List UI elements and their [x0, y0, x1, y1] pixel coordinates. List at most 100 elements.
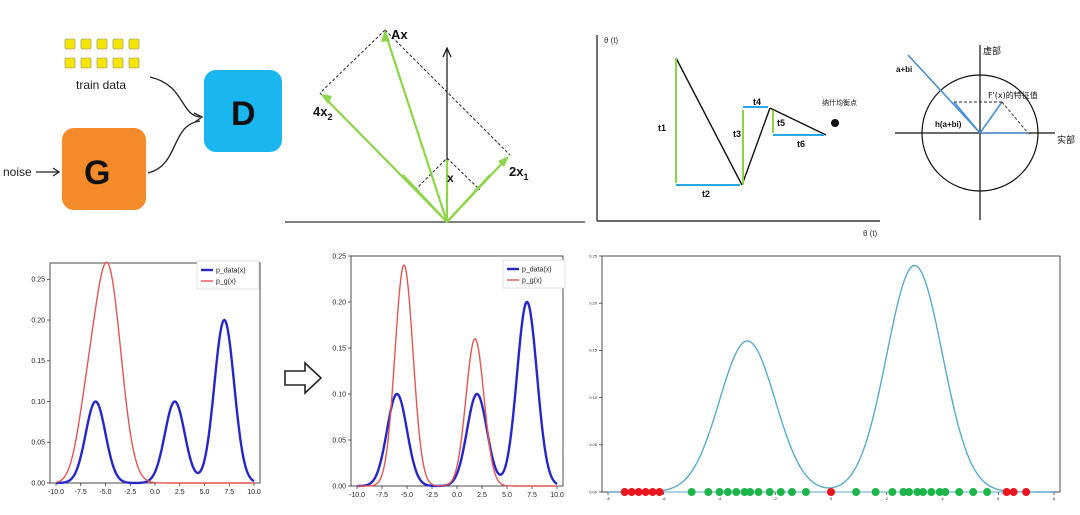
y-tick-label: 0.10 [31, 399, 45, 406]
legend: p_data(x) p_g(x) [196, 260, 260, 290]
green-point [801, 488, 810, 496]
real-axis-label: 实部 [1057, 134, 1075, 146]
chart-middle-svg: -10.0 -7.5 -5.0 -2.5 0.0 2.5 5.0 7.5 10.0 0.00 0.0… [332, 253, 566, 499]
green-vectors [322, 31, 508, 223]
x-tick-label: 2.5 [477, 492, 487, 499]
green-point [687, 488, 696, 496]
red-point [827, 488, 835, 496]
t6-label: t6 [797, 139, 805, 149]
step-path-svg: θ (t) θ (t) t1 t2 t3 t4 t5 t6 纳什均衡点 [596, 35, 880, 238]
y-tick-label: 0.25 [589, 253, 598, 258]
g-to-d-arrow [147, 120, 201, 174]
y-tick-label: 0.15 [332, 345, 346, 352]
legend-label: p_g(x) [216, 279, 236, 286]
green-point [905, 488, 914, 496]
green-point [723, 488, 732, 496]
complex-plane-diagram: 虚部 实部 a+bi h(a+bi) F'(x)的特征值 [890, 30, 1080, 230]
red-point [1002, 488, 1011, 496]
black-path [675, 57, 827, 186]
legend-label: p_data(x) [216, 268, 246, 275]
x-tick-label: -10.0 [349, 492, 365, 499]
y-tick-label: 0.15 [31, 358, 45, 365]
x-tick-label: 2 [886, 496, 889, 501]
green-arrowheads [321, 30, 509, 167]
t4-label: t4 [753, 97, 761, 107]
y-tick-label: 0.10 [589, 395, 598, 400]
y-tick-label: 0.00 [31, 480, 45, 487]
fx-eigen-label: F'(x)的特征值 [988, 90, 1038, 100]
train-to-d-arrow [149, 76, 201, 118]
red-point [627, 488, 636, 496]
legend-label: p_g(x) [522, 278, 542, 285]
y-tick-label: 0.00 [589, 489, 598, 494]
y-tick-label: 0.25 [332, 253, 346, 260]
red-point [648, 488, 657, 496]
x-tick-label: 2.5 [175, 489, 185, 496]
a-bi-label: a+bi [896, 65, 912, 74]
four-x2-label: 4x2 [313, 104, 332, 122]
t5-label: t5 [777, 118, 785, 128]
x-tick-label: -7.5 [376, 492, 388, 499]
red-point [634, 488, 643, 496]
gan-diagram-svg: train data G D noise [3, 38, 282, 210]
red-point [655, 488, 664, 496]
green-point [715, 488, 724, 496]
series-line-p_g(x) [357, 264, 557, 487]
legend-box [196, 260, 260, 290]
green-point [746, 488, 755, 496]
legend-label: p_data(x) [522, 267, 552, 274]
x-tick-label: 10.0 [247, 489, 261, 496]
x-tick-label: -7.5 [75, 489, 87, 496]
red-point [1022, 488, 1031, 496]
series-line-p_g(x) [55, 261, 254, 484]
x-tick-label: 7.5 [224, 489, 234, 496]
transition-arrow-icon [284, 361, 323, 395]
x-tick-label: 0.0 [150, 489, 160, 496]
series-line-p_data(x) [356, 300, 558, 488]
ax-label: Ax [391, 27, 408, 42]
y-tick-label: 0.15 [589, 348, 598, 353]
x-tick-label: 7.5 [527, 492, 537, 499]
green-point [888, 488, 897, 496]
step-path-diagram: θ (t) θ (t) t1 t2 t3 t4 t5 t6 纳什均衡点 [590, 25, 890, 240]
green-point [941, 488, 950, 496]
vector-diagram: Ax x 4x2 2x1 [285, 20, 590, 230]
generator-box [62, 128, 146, 210]
x-tick-label: 6 [997, 496, 1000, 501]
dashed-guides [954, 101, 1029, 134]
legend-box [502, 259, 566, 289]
y-tick-label: 0.05 [31, 440, 45, 447]
theta-y-label: θ (t) [604, 36, 619, 45]
t2-label: t2 [702, 189, 710, 199]
green-point [871, 488, 880, 496]
legend: p_data(x) p_g(x) [502, 259, 566, 289]
complex-plane-svg: 虚部 实部 a+bi h(a+bi) F'(x)的特征值 [895, 45, 1075, 220]
imag-axis-label: 虚部 [983, 45, 1001, 57]
x-tick-label: -5.0 [401, 492, 413, 499]
h-abi-label: h(a+bi) [935, 120, 962, 129]
unit-circle [921, 74, 1039, 192]
x-tick-label: 5.0 [502, 492, 512, 499]
theta-x-label: θ (t) [863, 229, 878, 238]
equilibrium-point [831, 119, 839, 127]
chart-left: -10.0 -7.5 -5.0 -2.5 0.0 2.5 5.0 7.5 10.0 0.00 0.0… [22, 253, 262, 508]
green-point [927, 488, 936, 496]
series-line-density [608, 264, 1054, 493]
x-tick-label: 0.0 [452, 492, 462, 499]
green-point [918, 488, 927, 496]
gan-diagram: train data G D noise [0, 25, 285, 220]
green-point [955, 488, 964, 496]
noise-label: noise [3, 165, 32, 179]
blue-vectors [907, 54, 1028, 134]
equilibrium-label: 纳什均衡点 [822, 98, 857, 107]
y-tick-label: 0.05 [589, 442, 598, 447]
y-tick-label: 0.00 [332, 483, 346, 490]
transition-arrow [281, 358, 325, 398]
x-tick-label: -6 [662, 496, 666, 501]
green-point [913, 488, 922, 496]
x-tick-label: -2.5 [426, 492, 438, 499]
series-line-p_data(x) [55, 318, 255, 485]
green-point [776, 488, 785, 496]
x-tick-label: 10.0 [550, 492, 564, 499]
train-data-dots [64, 38, 140, 69]
